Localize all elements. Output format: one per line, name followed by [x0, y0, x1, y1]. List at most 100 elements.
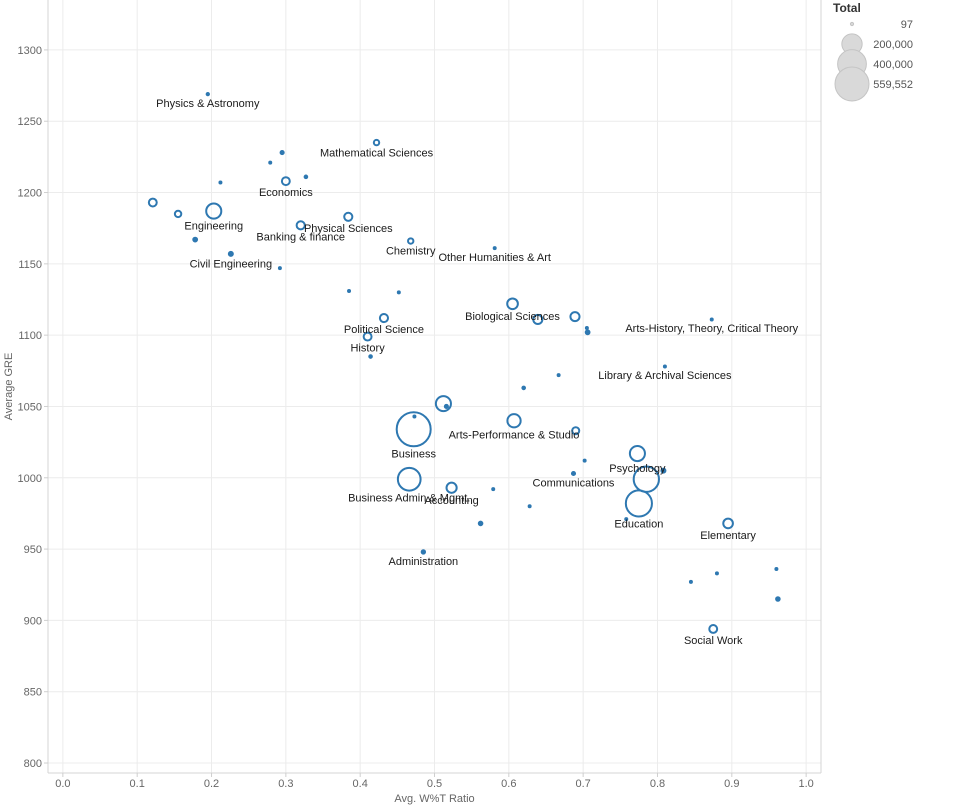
axes: 0.0 0.1 0.2 0.3 0.4 0.5 0.6 0.7 0.8 0.9 1.0 800 850 9…: [3, 0, 822, 805]
data-point[interactable]: [420, 549, 427, 555]
data-point[interactable]: [295, 220, 306, 231]
data-point[interactable]: [277, 266, 282, 271]
data-point[interactable]: [477, 520, 484, 527]
data-point[interactable]: [527, 504, 532, 509]
data-point[interactable]: [192, 236, 199, 243]
data-point[interactable]: [714, 571, 719, 576]
data-point[interactable]: [147, 197, 158, 208]
data-point[interactable]: [584, 329, 591, 336]
data-point[interactable]: [491, 487, 496, 492]
data-point[interactable]: [303, 174, 309, 180]
data-point[interactable]: [173, 209, 183, 219]
point-label: Biological Sciences: [465, 311, 560, 323]
data-point[interactable]: [218, 180, 223, 185]
x-tick-label: 0.0: [55, 778, 70, 790]
data-point[interactable]: [571, 426, 581, 436]
data-point[interactable]: [362, 331, 373, 342]
data-point[interactable]: [445, 481, 458, 494]
data-point[interactable]: [628, 444, 646, 463]
data-point[interactable]: [569, 311, 581, 323]
point-label: Other Humanities & Art: [438, 252, 551, 264]
y-tick-label: 1100: [18, 330, 42, 342]
point-label: Elementary: [700, 530, 756, 542]
point-label: Education: [614, 519, 663, 531]
data-point[interactable]: [343, 211, 354, 222]
x-tick-label: 0.2: [204, 778, 219, 790]
point-label: Civil Engineering: [190, 258, 273, 270]
data-point[interactable]: [378, 312, 390, 324]
point-label: Communications: [533, 478, 615, 490]
data-point[interactable]: [280, 176, 291, 187]
legend-title: Total: [833, 1, 861, 15]
legend-entry-label: 400,000: [873, 59, 913, 71]
data-point[interactable]: [205, 202, 223, 220]
data-point[interactable]: [205, 91, 210, 97]
data-point[interactable]: [688, 579, 693, 584]
y-tick-label: 1050: [18, 401, 42, 413]
point-label: History: [350, 343, 385, 355]
point-label: Business: [391, 448, 436, 460]
point-label: Engineering: [184, 221, 243, 233]
data-point[interactable]: [395, 411, 432, 448]
x-tick-label: 1.0: [798, 778, 813, 790]
data-point[interactable]: [722, 517, 734, 530]
data-point[interactable]: [624, 489, 653, 518]
data-point[interactable]: [774, 567, 779, 572]
data-point[interactable]: [506, 297, 519, 311]
x-tick-label: 0.9: [724, 778, 739, 790]
data-point[interactable]: [556, 373, 561, 378]
data-point[interactable]: [584, 326, 589, 331]
point-label: Arts-Performance & Studio: [449, 429, 580, 441]
data-point[interactable]: [412, 414, 417, 419]
x-tick-label: 0.4: [353, 778, 368, 790]
data-points: [147, 91, 781, 634]
x-tick-label: 0.8: [650, 778, 665, 790]
y-tick-label: 1250: [18, 116, 42, 128]
data-point[interactable]: [443, 403, 449, 410]
data-point[interactable]: [521, 385, 526, 391]
data-point[interactable]: [709, 317, 714, 322]
data-point[interactable]: [775, 596, 781, 602]
y-tick-label: 900: [24, 615, 42, 627]
data-point[interactable]: [279, 150, 285, 156]
data-point[interactable]: [227, 250, 234, 257]
data-point[interactable]: [662, 364, 667, 369]
data-point[interactable]: [396, 466, 422, 492]
data-point[interactable]: [407, 237, 415, 245]
data-point[interactable]: [532, 313, 544, 326]
data-point[interactable]: [396, 290, 401, 295]
data-point[interactable]: [268, 160, 273, 165]
data-point[interactable]: [506, 413, 522, 429]
legend-size-swatch: [834, 66, 870, 102]
point-label: Physics & Astronomy: [156, 98, 260, 110]
point-label: Social Work: [684, 635, 743, 647]
x-tick-label: 0.6: [501, 778, 516, 790]
data-point[interactable]: [624, 517, 629, 522]
y-tick-label: 1150: [18, 259, 42, 271]
point-label: Business Admin & Mgmt.: [348, 493, 470, 505]
data-point[interactable]: [368, 354, 373, 359]
data-point[interactable]: [570, 470, 577, 477]
x-axis-title: Avg. W%T Ratio: [394, 793, 474, 805]
y-tick-label: 950: [24, 544, 42, 556]
y-axis-title: Average GRE: [3, 353, 15, 421]
legend-entry-label: 97: [901, 19, 913, 31]
grid: [48, 0, 821, 773]
point-label: Political Science: [344, 324, 424, 336]
data-point[interactable]: [372, 138, 381, 147]
legend-entry-label: 200,000: [873, 39, 913, 51]
y-tick-label: 850: [24, 687, 42, 699]
point-label: Physical Sciences: [304, 223, 393, 235]
point-label: Banking & finance: [256, 231, 345, 243]
x-tick-label: 0.7: [576, 778, 591, 790]
data-point[interactable]: [708, 624, 719, 634]
data-point[interactable]: [434, 395, 452, 413]
data-point[interactable]: [660, 467, 667, 474]
data-point[interactable]: [492, 246, 497, 251]
data-point[interactable]: [632, 465, 660, 493]
data-point[interactable]: [347, 288, 352, 293]
point-label: Chemistry: [386, 246, 436, 258]
data-point[interactable]: [582, 458, 587, 463]
x-tick-label: 0.5: [427, 778, 442, 790]
